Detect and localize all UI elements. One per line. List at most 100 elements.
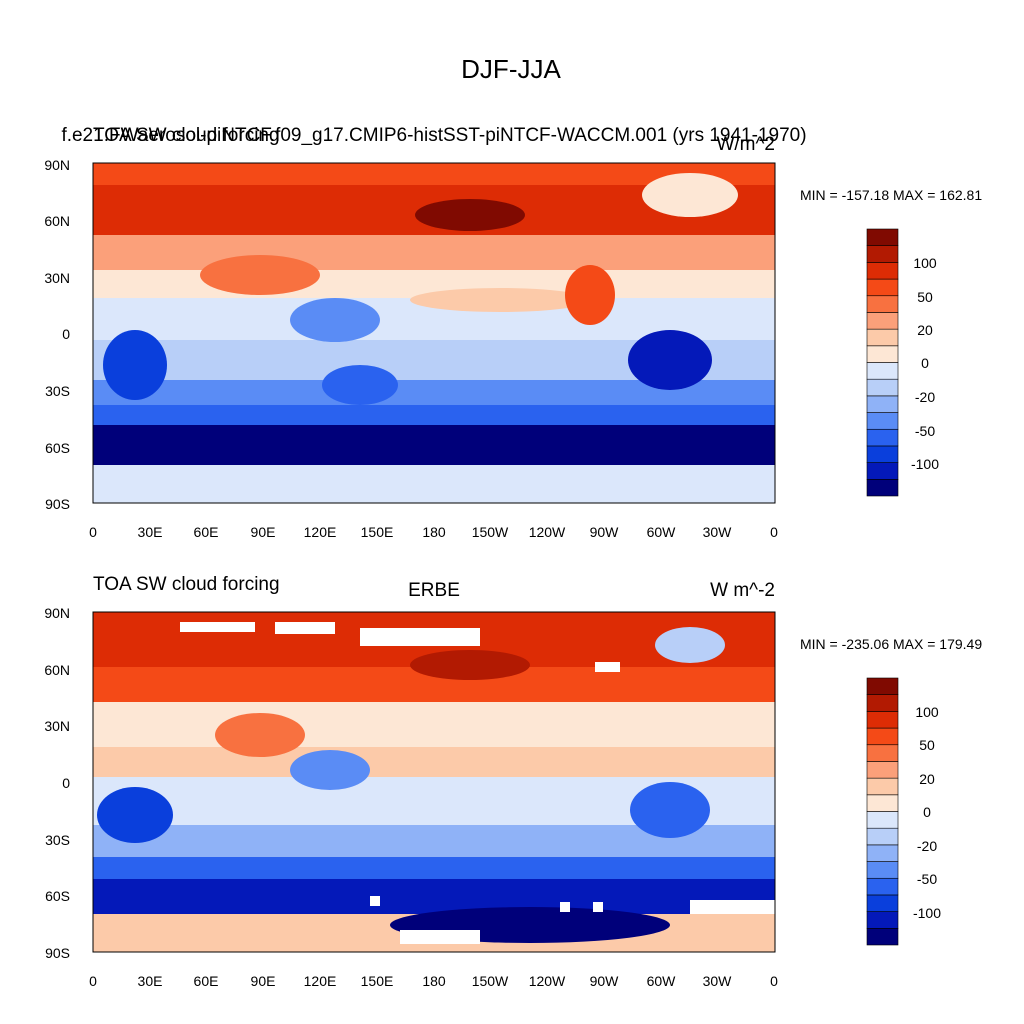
- colorbar-swatch: [866, 412, 899, 430]
- panel-1: TOA SW cloud forcing f.e21.FWaerosol-piN…: [44, 125, 982, 540]
- colorbar-label: 100: [915, 704, 939, 720]
- colorbar-label: -100: [913, 905, 941, 921]
- north-pacific-anomaly: [415, 199, 525, 231]
- panel-1-units: W/m^2: [716, 134, 775, 155]
- america-anomaly: [565, 265, 615, 325]
- y-tick: 90S: [45, 496, 70, 512]
- africa-anomaly: [97, 787, 173, 843]
- y-tick: 60N: [44, 662, 70, 678]
- australia-anomaly: [322, 365, 398, 405]
- colorbar-swatch: [866, 761, 899, 779]
- x-tick: 150W: [472, 973, 509, 989]
- band: [93, 857, 775, 879]
- colorbar-swatch: [866, 877, 899, 896]
- panel-2-left-title: TOA SW cloud forcing: [93, 574, 280, 595]
- colorbar-swatch: [866, 445, 899, 463]
- panel-2-x-ticks: 0 30E 60E 90E 120E 150E 180 150W 120W 90…: [89, 973, 778, 989]
- figure-title: DJF-JJA: [461, 54, 561, 84]
- x-tick: 30W: [703, 973, 733, 989]
- colorbar-label: 20: [919, 771, 935, 787]
- colorbar-swatch: [866, 711, 899, 729]
- panel-1-x-ticks: 0 30E 60E 90E 120E 150E 180 150W 120W 90…: [89, 524, 778, 540]
- x-tick: 150E: [361, 973, 394, 989]
- colorbar-swatch: [866, 345, 899, 363]
- x-tick: 60E: [194, 973, 219, 989]
- colorbar-swatch: [866, 928, 899, 946]
- south-america-anomaly: [628, 330, 712, 390]
- colorbar-swatch: [866, 744, 899, 762]
- panel-2-map: [93, 612, 775, 952]
- y-tick: 30S: [45, 383, 70, 399]
- x-tick: 30W: [703, 524, 733, 540]
- y-tick: 90N: [44, 605, 70, 621]
- missing-data: [593, 902, 603, 912]
- x-tick: 30E: [138, 973, 163, 989]
- missing-data: [690, 900, 775, 914]
- panel-2-colorbar: [866, 677, 899, 946]
- colorbar-label: 20: [917, 322, 933, 338]
- colorbar-swatch: [866, 811, 899, 829]
- y-tick: 60S: [45, 440, 70, 456]
- colorbar-swatch: [866, 827, 899, 846]
- colorbar-swatch: [866, 278, 899, 297]
- x-tick: 180: [422, 524, 446, 540]
- colorbar-label: -50: [917, 871, 937, 887]
- x-tick: 90E: [251, 524, 276, 540]
- pacific-anomaly: [410, 288, 590, 312]
- panel-1-colorbar-labels: 100 50 20 0 -20 -50 -100: [911, 255, 939, 472]
- colorbar-label: 0: [921, 355, 929, 371]
- y-tick: 90N: [44, 157, 70, 173]
- x-tick: 60W: [647, 973, 677, 989]
- x-tick: 120E: [304, 973, 337, 989]
- colorbar-swatch: [866, 395, 899, 413]
- missing-data: [560, 902, 570, 912]
- panel-1-title: f.e21.FWaerosol-piNTCF.f09_g17.CMIP6-his…: [61, 125, 806, 146]
- band: [93, 163, 775, 185]
- missing-data: [360, 628, 480, 646]
- colorbar-swatch: [866, 894, 899, 912]
- y-tick: 90S: [45, 945, 70, 961]
- colorbar-swatch: [866, 911, 899, 929]
- colorbar-label: -100: [911, 456, 939, 472]
- panel-1-frame: [92, 162, 776, 504]
- x-tick: 120E: [304, 524, 337, 540]
- south-america-anomaly: [630, 782, 710, 838]
- colorbar-swatch: [866, 694, 899, 712]
- colorbar-swatch: [866, 462, 899, 480]
- maritime-anomaly: [290, 750, 370, 790]
- x-tick: 120W: [529, 524, 566, 540]
- x-tick: 90W: [590, 973, 620, 989]
- y-tick: 0: [62, 326, 70, 342]
- colorbar-label: -20: [917, 838, 937, 854]
- x-tick: 0: [89, 973, 97, 989]
- y-tick: 0: [62, 775, 70, 791]
- y-tick: 60S: [45, 888, 70, 904]
- band: [93, 405, 775, 425]
- colorbar-swatch: [866, 295, 899, 313]
- colorbar-label: 0: [923, 804, 931, 820]
- colorbar-label: -20: [915, 389, 935, 405]
- x-tick: 30E: [138, 524, 163, 540]
- panel-2-frame: [92, 611, 776, 953]
- x-tick: 0: [89, 524, 97, 540]
- panel-1-left-title: TOA SW cloud forcing: [93, 125, 280, 146]
- colorbar-label: 100: [913, 255, 937, 271]
- colorbar-swatch: [866, 312, 899, 330]
- greenland-anomaly: [655, 627, 725, 663]
- y-tick: 30N: [44, 270, 70, 286]
- x-tick: 180: [422, 973, 446, 989]
- colorbar-swatch: [866, 228, 899, 246]
- missing-data: [400, 930, 480, 944]
- x-tick: 90W: [590, 524, 620, 540]
- colorbar-swatch: [866, 362, 899, 380]
- panel-2: TOA SW cloud forcing ERBE W m^-2: [44, 574, 982, 989]
- missing-data: [595, 662, 620, 672]
- colorbar-swatch: [866, 794, 899, 812]
- x-tick: 60W: [647, 524, 677, 540]
- colorbar-swatch: [866, 428, 899, 447]
- greenland-anomaly: [642, 173, 738, 217]
- colorbar-label: 50: [919, 737, 935, 753]
- y-tick: 30N: [44, 718, 70, 734]
- panel-2-units: W m^-2: [710, 580, 775, 601]
